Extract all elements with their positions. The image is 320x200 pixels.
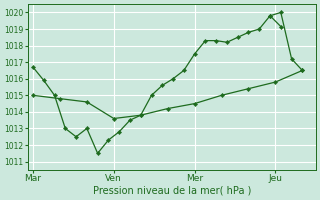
- X-axis label: Pression niveau de la mer( hPa ): Pression niveau de la mer( hPa ): [92, 186, 251, 196]
